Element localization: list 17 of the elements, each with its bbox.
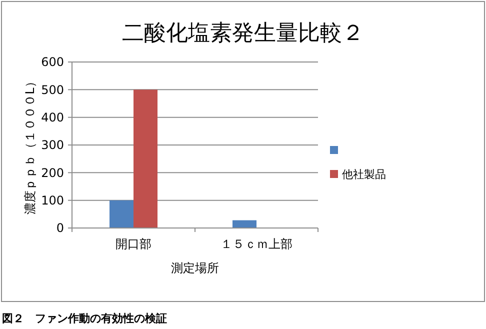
x-axis-title: 測定場所 (171, 261, 219, 275)
x-tick-label: 開口部 (116, 237, 152, 251)
legend-label: 他社製品 (342, 168, 386, 181)
y-tick-label: 0 (56, 221, 64, 236)
y-tick-label: 500 (41, 82, 64, 97)
bar (232, 220, 256, 228)
bar (110, 200, 134, 228)
y-tick-label: 600 (41, 55, 64, 70)
y-tick-label: 200 (41, 166, 64, 180)
y-tick-label: 300 (41, 138, 64, 152)
chart-title: 二酸化塩素発生量比較２ (122, 21, 364, 46)
bar (134, 90, 158, 228)
caption: 図２ ファン作動の有効性の検証 (2, 312, 167, 325)
y-tick-label: 100 (41, 194, 64, 208)
y-axis-title: 濃度ｐｐｂ（１０００L） (23, 76, 37, 214)
x-tick-label: １５ｃｍ上部 (220, 237, 292, 251)
y-tick-label: 400 (41, 110, 64, 125)
